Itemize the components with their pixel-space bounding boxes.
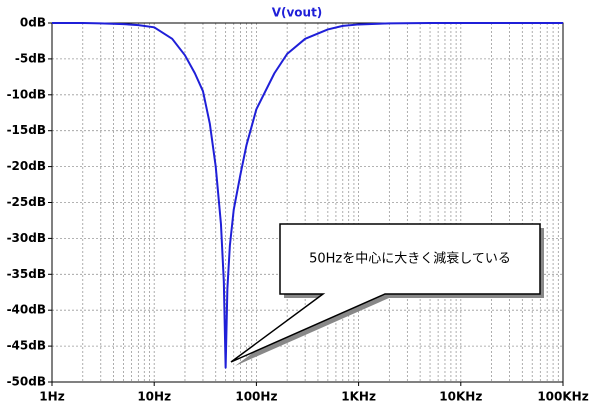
y-tick-label: -30dB [7, 231, 46, 245]
x-tick-label: 1KHz [341, 390, 376, 404]
y-tick-label: -40dB [7, 303, 46, 317]
y-tick-label: -50dB [7, 375, 46, 389]
y-tick-label: -5dB [15, 51, 46, 65]
x-tick-label: 10KHz [439, 390, 482, 404]
x-tick-label: 10Hz [137, 390, 171, 404]
y-tick-label: -20dB [7, 159, 46, 173]
curve-layer [52, 22, 563, 369]
x-tick-label: 100KHz [537, 390, 588, 404]
y-tick-label: -15dB [7, 123, 46, 137]
line [52, 22, 563, 369]
callout [230, 223, 541, 363]
annotation: 50Hzを中心に大きく減衰している [309, 251, 511, 267]
y-tick-label: -10dB [7, 87, 46, 101]
y-tick-label: -25dB [7, 195, 46, 209]
y-tick-label: -45dB [7, 339, 46, 353]
y-tick-label: 0dB [20, 16, 46, 30]
x-tick-label: 1Hz [39, 390, 64, 404]
y-tick-label: -35dB [7, 267, 46, 281]
x-tick-label: 100Hz [235, 390, 277, 404]
chart-title: V(vout) [272, 6, 323, 20]
